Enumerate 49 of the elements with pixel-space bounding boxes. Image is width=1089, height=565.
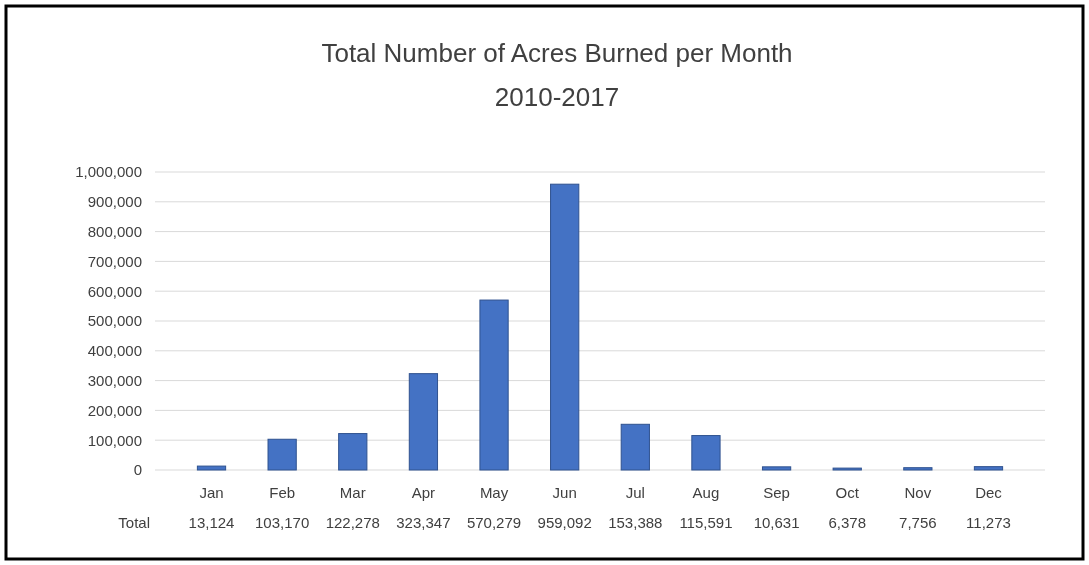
y-tick-label: 900,000 — [87, 193, 142, 211]
chart-title: Total Number of Acres Burned per Month — [321, 38, 793, 68]
bar — [761, 466, 792, 471]
x-tick-label: May — [479, 483, 509, 501]
bar — [196, 465, 227, 471]
data-label: 13,124 — [188, 514, 235, 531]
x-tick-label: Jun — [552, 483, 577, 501]
x-tick-label: Dec — [975, 483, 1003, 501]
x-tick-label: Oct — [835, 483, 860, 501]
data-label: 7,756 — [899, 514, 937, 531]
data-label: 6,378 — [828, 514, 866, 531]
bar — [903, 467, 933, 471]
x-tick-label: Mar — [339, 483, 366, 501]
y-tick-label: 300,000 — [87, 371, 142, 389]
bar — [338, 433, 368, 471]
x-tick-label: Jul — [625, 483, 645, 501]
x-tick-label: Jan — [199, 483, 224, 501]
y-tick-label: 0 — [133, 461, 142, 479]
y-tick-label: 500,000 — [87, 312, 142, 330]
y-tick-label: 800,000 — [87, 222, 142, 240]
y-tick-label: 600,000 — [87, 282, 142, 300]
y-tick-label: 100,000 — [87, 431, 142, 449]
bar — [973, 466, 1004, 471]
data-label: 115,591 — [679, 514, 733, 531]
y-tick-label: 400,000 — [87, 342, 142, 360]
data-label: 11,273 — [966, 514, 1011, 531]
x-tick-label: Sep — [763, 483, 790, 501]
data-label: 103,170 — [255, 514, 310, 531]
text: Total — [118, 514, 150, 531]
x-tick-label: Aug — [692, 483, 720, 501]
y-tick-label: 1,000,000 — [75, 163, 142, 181]
data-label: 153,388 — [608, 514, 663, 531]
bar — [550, 183, 580, 471]
data-label: 323,347 — [396, 514, 451, 531]
chart-subtitle: 2010-2017 — [494, 82, 620, 112]
bar — [620, 423, 650, 471]
bar — [267, 438, 297, 471]
x-tick-label: Nov — [904, 483, 932, 501]
y-tick-label: 200,000 — [87, 401, 142, 419]
data-label: 570,279 — [466, 514, 522, 531]
data-label: 122,278 — [325, 514, 380, 531]
data-label: 10,631 — [753, 514, 800, 531]
bar — [479, 299, 509, 471]
data-label: 959,092 — [537, 514, 592, 531]
bar — [408, 373, 439, 471]
bar — [691, 435, 721, 471]
y-tick-label: 700,000 — [87, 252, 142, 270]
x-tick-label: Apr — [411, 483, 436, 501]
x-tick-label: Feb — [269, 483, 296, 501]
